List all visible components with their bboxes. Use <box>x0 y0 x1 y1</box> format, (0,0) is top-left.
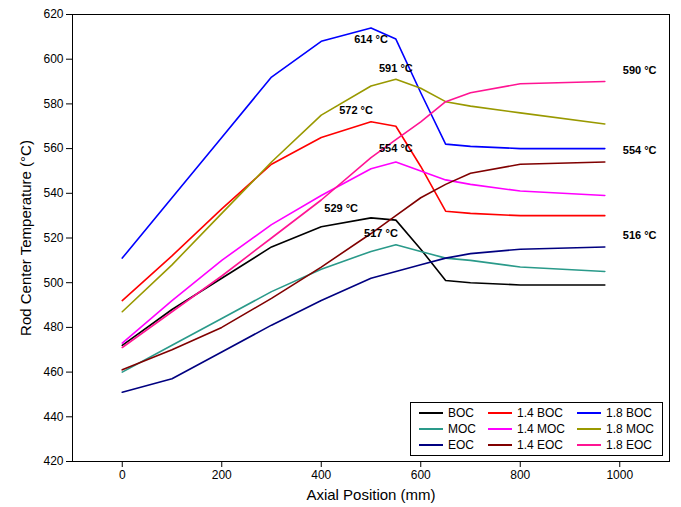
svg-text:600: 600 <box>411 468 431 482</box>
svg-text:614 °C: 614 °C <box>354 33 388 45</box>
svg-text:0: 0 <box>119 468 126 482</box>
svg-text:440: 440 <box>43 410 63 424</box>
svg-text:529 °C: 529 °C <box>324 202 358 214</box>
html-text:EOC: EOC <box>448 438 474 452</box>
html-text:1.4 BOC: 1.4 BOC <box>517 406 563 420</box>
svg-text:800: 800 <box>510 468 530 482</box>
html-text:BOC: BOC <box>448 406 474 420</box>
svg-text:580: 580 <box>43 97 63 111</box>
svg-text:516 °C: 516 °C <box>623 229 657 241</box>
svg-text:460: 460 <box>43 365 63 379</box>
svg-text:554 °C: 554 °C <box>379 142 413 154</box>
svg-text:520: 520 <box>43 231 63 245</box>
svg-text:500: 500 <box>43 276 63 290</box>
svg-text:400: 400 <box>311 468 331 482</box>
svg-text:517 °C: 517 °C <box>364 227 398 239</box>
html-text:1.4 MOC: 1.4 MOC <box>517 422 565 436</box>
html-text:1.4 EOC: 1.4 EOC <box>517 438 563 452</box>
svg-text:600: 600 <box>43 52 63 66</box>
svg-text:480: 480 <box>43 320 63 334</box>
svg-text:560: 560 <box>43 141 63 155</box>
svg-text:1000: 1000 <box>606 468 633 482</box>
svg-text:590 °C: 590 °C <box>623 64 657 76</box>
html-text:1.8 MOC: 1.8 MOC <box>606 422 654 436</box>
svg-text:572 °C: 572 °C <box>339 104 373 116</box>
svg-text:620: 620 <box>43 7 63 21</box>
svg-text:Axial Position (mm): Axial Position (mm) <box>306 486 435 503</box>
svg-text:420: 420 <box>43 454 63 468</box>
svg-text:554 °C: 554 °C <box>623 144 657 156</box>
svg-text:200: 200 <box>212 468 232 482</box>
svg-text:540: 540 <box>43 186 63 200</box>
svg-text:591 °C: 591 °C <box>379 62 413 74</box>
svg-text:Rod Center Temperature (°C): Rod Center Temperature (°C) <box>17 140 34 336</box>
html-text:MOC: MOC <box>448 422 476 436</box>
html-text:1.8 BOC: 1.8 BOC <box>606 406 652 420</box>
html-text:1.8 EOC: 1.8 EOC <box>606 438 652 452</box>
